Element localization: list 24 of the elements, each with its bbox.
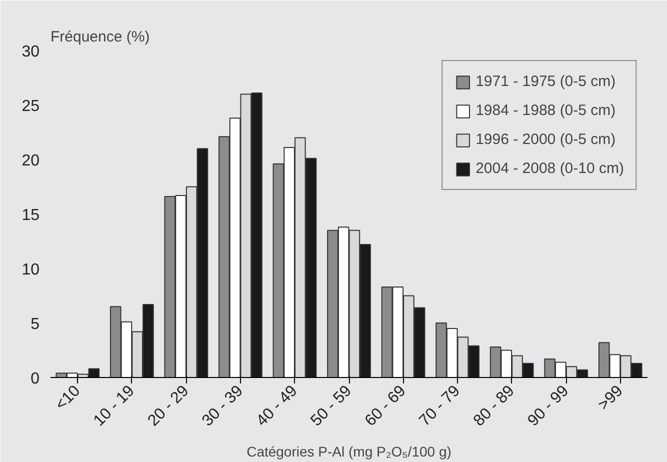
legend-label: 1971 - 1975 (0-5 cm) xyxy=(476,73,616,90)
x-tick-label: <10 xyxy=(52,382,84,414)
y-tick-label: 20 xyxy=(22,152,40,170)
y-axis-title: Fréquence (%) xyxy=(50,28,150,46)
x-tick-label: 30 - 39 xyxy=(199,382,247,430)
x-tick-label: 70 - 79 xyxy=(416,382,464,430)
y-tick-label: 5 xyxy=(30,316,40,333)
y-tick-label: 0 xyxy=(30,370,40,388)
x-axis-title: Catégories P-Al (mg P₂O₅/100 g) xyxy=(246,444,452,460)
x-tick-label: 90 - 99 xyxy=(524,382,572,430)
x-tick-label: 10 - 19 xyxy=(90,382,138,430)
x-tick-label: 20 - 29 xyxy=(144,382,192,430)
legend-label: 2004 - 2008 (0-10 cm) xyxy=(476,160,624,177)
x-tick-label: 50 - 59 xyxy=(308,382,356,430)
y-tick-label: 10 xyxy=(22,262,40,278)
y-tick-label: 25 xyxy=(22,98,40,115)
legend-label: 1996 - 2000 (0-5 cm) xyxy=(476,131,616,148)
legend-label: 1984 - 1988 (0-5 cm) xyxy=(476,102,616,119)
x-tick-label: 40 - 49 xyxy=(253,382,301,430)
y-tick-label: 15 xyxy=(22,207,40,224)
x-tick-label: 80 - 89 xyxy=(470,382,518,430)
x-tick-label: 60 - 69 xyxy=(362,382,410,430)
x-tick-label: >99 xyxy=(595,382,626,414)
y-tick-label: 30 xyxy=(22,44,40,60)
